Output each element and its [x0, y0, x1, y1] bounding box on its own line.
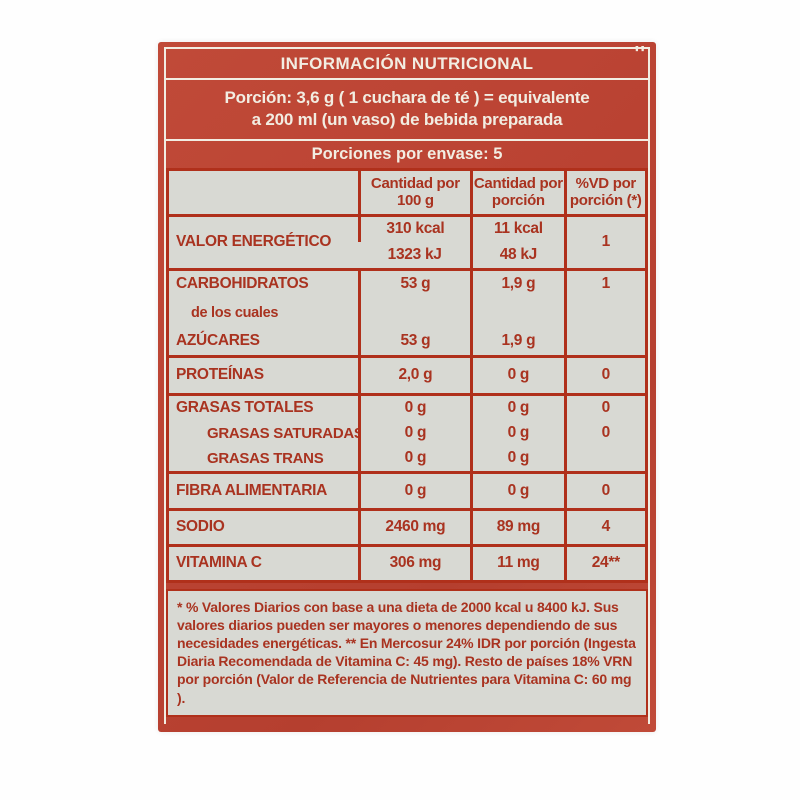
- label-title: INFORMACIÓN NUTRICIONAL: [166, 49, 648, 80]
- portion-info: Porción: 3,6 g ( 1 cuchara de té ) = equ…: [166, 80, 648, 142]
- value-cell: 0 g: [470, 470, 566, 510]
- value-cell: 1,9 g: [470, 267, 566, 299]
- value-cell: 0 g: [357, 470, 472, 510]
- label-cell: de los cuales: [191, 304, 279, 321]
- value-cell: 0 g: [470, 420, 566, 447]
- portion-line-1: Porción: 3,6 g ( 1 cuchara de té ) = equ…: [224, 88, 590, 107]
- servings-per-package: Porciones por envase: 5: [311, 145, 503, 164]
- value-cell: 11 kcal: [470, 213, 566, 243]
- label-cell: GRASAS TOTALES: [167, 392, 360, 421]
- label-cell: AZÚCARES: [176, 331, 260, 349]
- table-row-carbohydrates: CARBOHIDRATOS 53 g 1,9 g 1: [167, 267, 647, 299]
- value-cell: 306 mg: [357, 543, 472, 582]
- value-cell: 0 g: [470, 446, 566, 473]
- label-cell: PROTEÍNAS: [167, 354, 360, 395]
- table-row-saturated-fat: GRASAS SATURADAS 0 g 0 g 0: [168, 420, 647, 447]
- header-empty-cell: [168, 170, 360, 216]
- table-header-row: Cantidad por 100 g Cantidad por porción …: [168, 169, 647, 216]
- table-row-vitamin-c: VITAMINA C 306 mg 11 mg 24**: [167, 543, 647, 582]
- label-frame: INFORMACIÓN NUTRICIONAL Porción: 3,6 g (…: [164, 47, 650, 724]
- row-group-vitamin-c: VITAMINA C 306 mg 11 mg 24**: [167, 543, 647, 582]
- value-cell: 0 g: [357, 446, 472, 473]
- value-cell: 24**: [563, 543, 647, 582]
- table-row-sugars: AZÚCARES 53 g 1,9 g: [168, 327, 647, 357]
- label-cell: VALOR ENERGÉTICO: [167, 213, 360, 270]
- value-cell: 310 kcal: [357, 213, 472, 243]
- value-cell: 2460 mg: [357, 507, 472, 546]
- package-print-marks-icon: '': [634, 43, 646, 65]
- row-group-protein: PROTEÍNAS 2,0 g 0 g 0: [167, 354, 647, 395]
- value-cell: 4: [563, 507, 647, 546]
- portion-line-2: a 200 ml (un vaso) de bebida preparada: [251, 110, 563, 130]
- value-cell: 1: [563, 267, 647, 299]
- label-cell: FIBRA ALIMENTARIA: [167, 470, 360, 510]
- table-row-protein: PROTEÍNAS 2,0 g 0 g 0: [167, 354, 647, 395]
- value-cell: 11 mg: [470, 543, 566, 582]
- value-cell: 0 g: [357, 392, 472, 421]
- table-row-energy: VALOR ENERGÉTICO 310 kcal 11 kcal 1: [167, 213, 647, 270]
- label-cell: GRASAS TRANS: [207, 449, 324, 467]
- label-cell: CARBOHIDRATOS: [167, 267, 360, 299]
- label-cell: VITAMINA C: [167, 543, 360, 582]
- value-cell: [563, 446, 647, 473]
- label-cell: GRASAS SATURADAS: [207, 424, 360, 442]
- label-cell: SODIO: [167, 507, 360, 546]
- header-per-100g: Cantidad por 100 g: [357, 169, 472, 216]
- value-cell: [470, 298, 566, 328]
- value-cell: [357, 298, 472, 328]
- row-group-fats: GRASAS TOTALES 0 g 0 g 0 GRASAS SATURADA…: [167, 392, 647, 473]
- header-daily-value: %VD por porción (*): [563, 169, 647, 216]
- value-cell: 0 g: [470, 392, 566, 421]
- nutrition-label-panel: '' INFORMACIÓN NUTRICIONAL Porción: 3,6 …: [158, 42, 656, 732]
- table-header: Cantidad por 100 g Cantidad por porción …: [168, 169, 647, 216]
- row-group-fiber: FIBRA ALIMENTARIA 0 g 0 g 0: [167, 470, 647, 510]
- table-row-trans-fat: GRASAS TRANS 0 g 0 g: [168, 446, 647, 473]
- header-per-serving: Cantidad por porción: [470, 169, 566, 216]
- value-cell: [563, 327, 647, 357]
- row-group-sodium: SODIO 2460 mg 89 mg 4: [167, 507, 647, 546]
- table-row-total-fat: GRASAS TOTALES 0 g 0 g 0: [167, 392, 647, 421]
- value-cell: 0: [563, 392, 647, 421]
- table-row-energy-kj: 1323 kJ 48 kJ: [168, 242, 647, 270]
- value-cell: 0 g: [470, 354, 566, 395]
- value-cell: 89 mg: [470, 507, 566, 546]
- row-group-energy: VALOR ENERGÉTICO 310 kcal 11 kcal 1 1323…: [167, 213, 647, 270]
- nutrition-table: Cantidad por 100 g Cantidad por porción …: [166, 168, 648, 583]
- value-cell: 48 kJ: [470, 242, 566, 270]
- value-cell: 1: [563, 213, 647, 270]
- value-cell: 0: [563, 420, 647, 447]
- daily-values-footnote: * % Valores Diarios con base a una dieta…: [166, 588, 648, 717]
- value-cell: [563, 298, 647, 328]
- value-cell: 1,9 g: [470, 327, 566, 357]
- table-row-sodium: SODIO 2460 mg 89 mg 4: [167, 507, 647, 546]
- value-cell: 0: [563, 470, 647, 510]
- row-group-carbohydrates: CARBOHIDRATOS 53 g 1,9 g 1 de los cuales…: [167, 267, 647, 357]
- value-cell: 0 g: [357, 420, 472, 447]
- value-cell: 0: [563, 354, 647, 395]
- value-cell: 2,0 g: [357, 354, 472, 395]
- value-cell: 53 g: [357, 267, 472, 299]
- value-cell: 53 g: [357, 327, 472, 357]
- table-row-fiber: FIBRA ALIMENTARIA 0 g 0 g 0: [167, 470, 647, 510]
- value-cell: 1323 kJ: [387, 245, 442, 263]
- table-row-of-which: de los cuales: [168, 298, 647, 328]
